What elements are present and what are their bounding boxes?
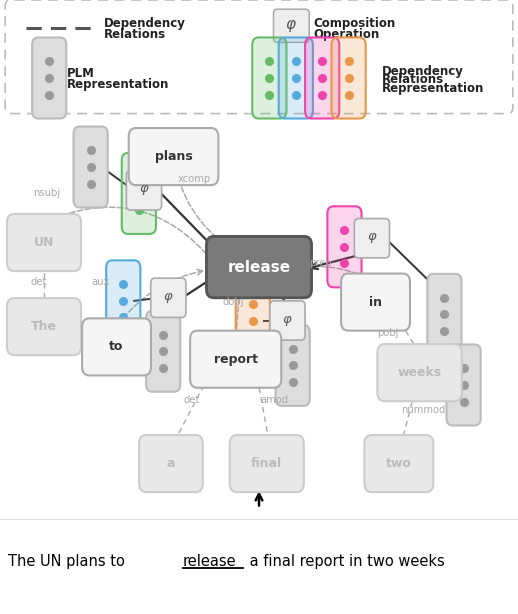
Text: weeks: weeks <box>397 366 442 379</box>
Text: $\varphi$: $\varphi$ <box>163 291 174 305</box>
Text: $\varphi$: $\varphi$ <box>139 184 149 197</box>
FancyBboxPatch shape <box>230 435 304 492</box>
Text: $\varphi$: $\varphi$ <box>367 231 377 245</box>
FancyBboxPatch shape <box>190 331 281 388</box>
FancyBboxPatch shape <box>276 325 310 406</box>
FancyBboxPatch shape <box>129 128 219 185</box>
FancyBboxPatch shape <box>82 318 151 375</box>
FancyBboxPatch shape <box>305 37 339 119</box>
Text: release: release <box>183 554 237 569</box>
FancyBboxPatch shape <box>7 298 81 355</box>
Text: a final report in two weeks: a final report in two weeks <box>245 554 445 569</box>
FancyBboxPatch shape <box>5 0 513 114</box>
FancyBboxPatch shape <box>377 344 462 402</box>
Text: Representation: Representation <box>67 78 170 91</box>
FancyBboxPatch shape <box>206 236 311 298</box>
Text: Dependency: Dependency <box>104 17 185 30</box>
Text: Relations: Relations <box>104 28 166 42</box>
Text: dobj: dobj <box>222 297 244 307</box>
Text: The UN plans to: The UN plans to <box>8 554 130 569</box>
Text: amod: amod <box>261 395 289 405</box>
FancyBboxPatch shape <box>32 37 66 119</box>
Text: a: a <box>167 457 175 470</box>
Text: release: release <box>227 260 291 274</box>
Text: $\varphi$: $\varphi$ <box>285 18 297 34</box>
Text: Operation: Operation <box>313 28 380 42</box>
Text: two: two <box>386 457 412 470</box>
FancyBboxPatch shape <box>146 311 180 392</box>
Text: PLM: PLM <box>67 67 95 80</box>
Text: plans: plans <box>155 150 192 163</box>
FancyBboxPatch shape <box>106 260 140 341</box>
Text: $\varphi$: $\varphi$ <box>282 314 293 327</box>
FancyBboxPatch shape <box>332 37 366 119</box>
Text: nsubj: nsubj <box>33 188 60 198</box>
FancyBboxPatch shape <box>341 273 410 330</box>
Text: The: The <box>31 320 57 333</box>
FancyBboxPatch shape <box>139 435 203 492</box>
Text: UN: UN <box>34 236 54 249</box>
FancyBboxPatch shape <box>236 280 270 361</box>
Text: final: final <box>251 457 282 470</box>
Text: Relations: Relations <box>382 73 444 87</box>
FancyBboxPatch shape <box>122 153 156 234</box>
Text: Composition: Composition <box>313 17 396 30</box>
FancyBboxPatch shape <box>279 37 313 119</box>
FancyBboxPatch shape <box>365 435 433 492</box>
Text: in: in <box>369 295 382 309</box>
Text: xcomp: xcomp <box>178 174 211 184</box>
FancyBboxPatch shape <box>427 274 462 355</box>
Text: to: to <box>109 340 124 354</box>
FancyBboxPatch shape <box>126 171 162 210</box>
Text: nummod: nummod <box>401 405 446 415</box>
FancyBboxPatch shape <box>447 344 481 426</box>
FancyBboxPatch shape <box>74 126 108 208</box>
Text: det: det <box>31 278 47 287</box>
Text: pobj: pobj <box>377 328 398 338</box>
Text: Dependency: Dependency <box>382 64 464 78</box>
FancyBboxPatch shape <box>252 37 286 119</box>
FancyBboxPatch shape <box>327 206 362 287</box>
FancyBboxPatch shape <box>354 219 390 258</box>
FancyBboxPatch shape <box>7 214 81 271</box>
Text: report: report <box>214 352 257 366</box>
Text: det: det <box>183 395 200 405</box>
FancyBboxPatch shape <box>274 9 309 42</box>
Text: prep: prep <box>309 258 332 268</box>
FancyBboxPatch shape <box>270 301 305 340</box>
Text: Representation: Representation <box>382 82 485 95</box>
FancyBboxPatch shape <box>151 278 186 317</box>
Text: aux: aux <box>92 278 110 287</box>
